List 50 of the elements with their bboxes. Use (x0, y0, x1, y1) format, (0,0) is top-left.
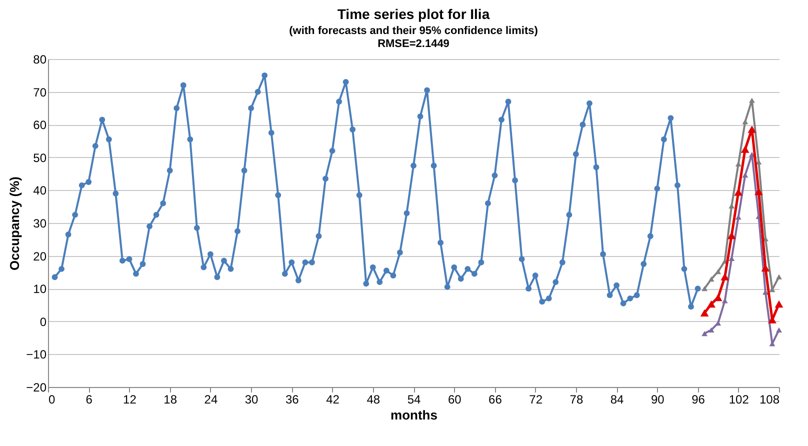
point (748, 126, 756, 133)
y-tick-label: 60 (33, 118, 47, 132)
x-tick-label: 36 (285, 392, 300, 406)
x-tick-label: 90 (650, 392, 665, 406)
y-tick-label: 30 (33, 216, 47, 230)
y-tick-label: 70 (33, 85, 47, 100)
x-tick-label: 18 (164, 392, 178, 406)
x-tick-label: 108 (759, 392, 780, 406)
point (776, 274, 782, 280)
x-tick-label: 48 (366, 392, 380, 406)
point (748, 98, 755, 103)
x-tick-label: 102 (728, 392, 750, 406)
x-tick-label: 0 (48, 392, 56, 406)
y-tick-label: −20 (26, 380, 47, 394)
y-tick-label: 50 (33, 150, 47, 165)
y-tick-label: 20 (33, 249, 47, 264)
point (708, 327, 714, 332)
x-tick-label: 96 (692, 392, 706, 406)
x-tick-label: 24 (204, 392, 218, 406)
x-tick-label: 84 (610, 392, 624, 406)
point (715, 268, 722, 274)
y-tick-label: −10 (26, 348, 47, 362)
point (702, 330, 708, 336)
point (742, 119, 748, 124)
chart-title: Time series plot for Ilia (337, 6, 490, 22)
point (708, 276, 714, 282)
point (776, 327, 782, 332)
x-axis-title: months (390, 408, 438, 422)
y-tick-label: 80 (33, 52, 47, 66)
x-tick-label: 66 (488, 392, 502, 406)
point (702, 286, 708, 292)
x-tick-label: 72 (529, 392, 543, 406)
y-tick-label: 10 (33, 282, 47, 296)
y-tick-label: 40 (33, 184, 47, 198)
point (707, 300, 716, 308)
y-axis-title: Occupancy (%) (7, 176, 22, 270)
x-tick-label: 12 (123, 392, 137, 406)
x-tick-label: 54 (407, 392, 421, 406)
x-tick-label: 78 (570, 392, 584, 406)
chart-subtitle: (with forecasts and their 95% confidence limits) RMSE=2.1449 (289, 25, 538, 50)
x-tick-label: 6 (86, 392, 93, 406)
point (774, 300, 784, 308)
x-tick-label: 30 (244, 392, 259, 406)
point (740, 146, 750, 153)
x-tick-label: 60 (448, 392, 462, 406)
point (700, 309, 709, 316)
point (742, 172, 748, 178)
x-tick-label: 42 (326, 392, 340, 406)
point (735, 214, 742, 220)
y-tick-label: 0 (40, 314, 47, 329)
